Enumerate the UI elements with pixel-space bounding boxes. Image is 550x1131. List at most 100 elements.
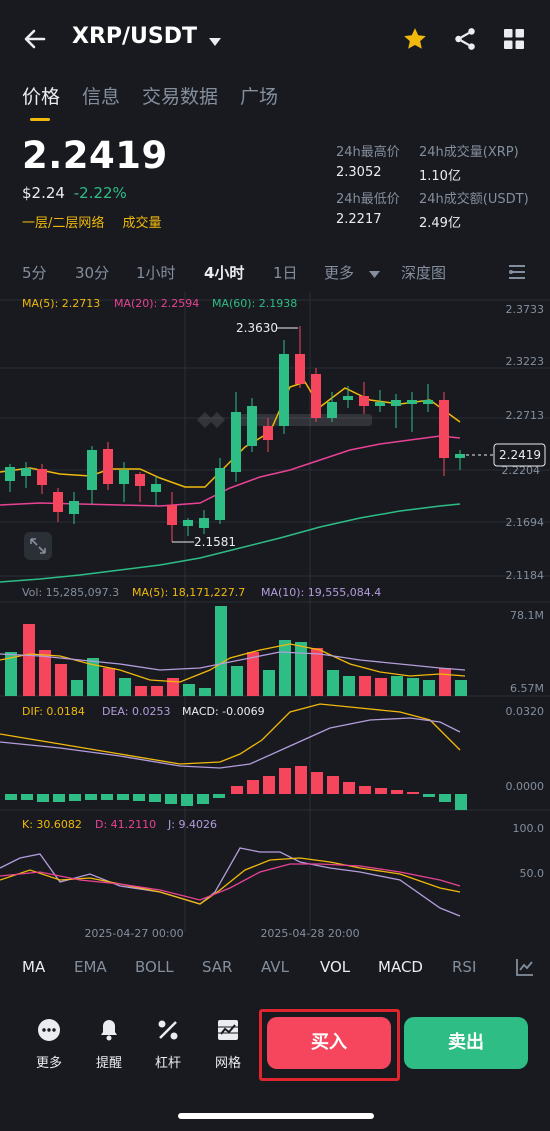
indicator-vol[interactable]: VOL xyxy=(320,958,351,976)
stat-low-value: 2.2217 xyxy=(336,212,382,227)
macd-bar xyxy=(247,780,259,794)
leverage-label: 杠杆 xyxy=(154,1056,181,1071)
indicator-rsi[interactable]: RSI xyxy=(452,958,477,976)
grid-label: 网格 xyxy=(214,1056,241,1071)
tf-5m[interactable]: 5分 xyxy=(22,264,47,282)
macd-bar xyxy=(295,766,307,794)
candle xyxy=(455,454,465,458)
kdj-j-label: J: 9.4026 xyxy=(167,818,217,831)
macd-dea-label: DEA: 0.0253 xyxy=(102,705,170,718)
kdj-j-line xyxy=(0,847,461,917)
volume-bar xyxy=(279,640,291,696)
candle xyxy=(375,402,385,406)
candle xyxy=(295,354,305,384)
volume-bar xyxy=(455,680,467,696)
macd-axis-tick: 0.0320 xyxy=(506,705,545,718)
back-arrow-icon[interactable] xyxy=(22,26,48,52)
vol-axis-tick: 78.1M xyxy=(510,609,544,622)
tags: 一层/二层网络 成交量 xyxy=(22,212,162,231)
buy-button[interactable]: 买入 xyxy=(267,1017,391,1069)
tab-trading-data[interactable]: 交易数据 xyxy=(142,86,219,108)
indicator-sar[interactable]: SAR xyxy=(202,958,233,976)
alert-button[interactable]: 提醒 xyxy=(84,1018,134,1071)
price-change: -2.22% xyxy=(73,184,127,202)
volume-bar xyxy=(423,680,435,696)
vol-ma10-label: MA(10): 19,555,084.4 xyxy=(261,586,381,599)
macd-bar xyxy=(101,794,113,800)
macd-bar xyxy=(343,782,355,794)
candle xyxy=(231,412,241,472)
macd-bar xyxy=(181,794,193,806)
caret-down-icon[interactable] xyxy=(208,32,222,51)
leverage-button[interactable]: 杠杆 xyxy=(143,1018,193,1071)
volume-bars xyxy=(5,606,467,696)
favorite-star-icon[interactable] xyxy=(402,26,428,56)
indicator-ma[interactable]: MA xyxy=(22,958,46,976)
tag-network[interactable]: 一层/二层网络 xyxy=(22,216,105,231)
more-dots-icon xyxy=(38,1019,60,1041)
indicator-macd[interactable]: MACD xyxy=(378,958,423,976)
grid-trading-icon xyxy=(218,1020,238,1040)
candle xyxy=(311,374,321,418)
tag-volume[interactable]: 成交量 xyxy=(122,216,162,231)
tf-30m[interactable]: 30分 xyxy=(75,264,110,282)
alert-label: 提醒 xyxy=(95,1056,122,1071)
caret-down-icon[interactable] xyxy=(369,265,380,283)
home-indicator[interactable] xyxy=(178,1113,374,1119)
macd-histogram xyxy=(5,766,467,810)
stat-low: 24h最低价 2.2217 xyxy=(336,188,400,227)
share-icon[interactable] xyxy=(452,26,478,56)
usd-price: $2.24 -2.22% xyxy=(22,184,127,202)
sell-button[interactable]: 卖出 xyxy=(404,1017,528,1069)
indicator-boll[interactable]: BOLL xyxy=(135,958,174,976)
fullscreen-expand-icon[interactable] xyxy=(24,532,52,560)
candle xyxy=(37,469,47,485)
volume-bar xyxy=(5,652,17,696)
pair-title[interactable]: XRP/USDT xyxy=(72,24,198,49)
tf-4h[interactable]: 4小时 xyxy=(204,264,245,282)
vol-ma5-line xyxy=(0,643,466,683)
macd-bar xyxy=(165,794,177,804)
indicator-ema[interactable]: EMA xyxy=(74,958,107,976)
volume-bar xyxy=(55,664,67,696)
macd-axis-tick: 0.0000 xyxy=(506,780,545,793)
buy-highlight-box xyxy=(259,1009,400,1081)
tab-price[interactable]: 价格 xyxy=(22,82,60,124)
macd-bar xyxy=(423,794,435,797)
more-button[interactable]: 更多 xyxy=(24,1018,74,1071)
volume-bar xyxy=(103,668,115,696)
macd-bar xyxy=(311,772,323,794)
kline-svg[interactable]: MA(5): 2.2713 MA(20): 2.2594 MA(60): 2.1… xyxy=(0,292,550,948)
kline-chart[interactable]: MA(5): 2.2713 MA(20): 2.2594 MA(60): 2.1… xyxy=(0,292,550,948)
stat-vol-xrp-label: 24h成交量(XRP) xyxy=(419,145,519,160)
header: XRP/USDT xyxy=(0,0,550,78)
candle xyxy=(215,468,225,520)
tf-depth[interactable]: 深度图 xyxy=(401,264,447,282)
volume-bar xyxy=(247,652,259,696)
macd-bar xyxy=(279,768,291,794)
volume-bar xyxy=(119,678,131,696)
tab-info[interactable]: 信息 xyxy=(82,86,121,108)
grid-button[interactable]: 网格 xyxy=(203,1018,253,1071)
tf-1h[interactable]: 1小时 xyxy=(136,264,176,282)
volume-bar xyxy=(311,648,323,696)
volume-bar xyxy=(343,676,355,696)
tf-more[interactable]: 更多 xyxy=(324,264,355,282)
candle xyxy=(69,501,79,514)
stat-vol-usdt-label: 24h成交额(USDT) xyxy=(419,192,529,207)
macd-bar xyxy=(439,794,451,802)
candle xyxy=(103,449,113,484)
indicator-avl[interactable]: AVL xyxy=(261,958,289,976)
candle xyxy=(327,402,337,418)
candle xyxy=(359,396,369,406)
chart-settings-icon[interactable] xyxy=(507,263,527,285)
tab-square[interactable]: 广场 xyxy=(240,86,279,108)
tf-1d[interactable]: 1日 xyxy=(273,264,298,282)
macd-value-label: MACD: -0.0069 xyxy=(182,705,265,718)
macd-bar xyxy=(5,794,17,800)
indicator-settings-icon[interactable] xyxy=(515,957,535,981)
volume-bar xyxy=(199,688,211,696)
percent-icon xyxy=(158,1020,178,1040)
candle xyxy=(135,474,145,486)
grid-menu-icon[interactable] xyxy=(502,27,526,55)
